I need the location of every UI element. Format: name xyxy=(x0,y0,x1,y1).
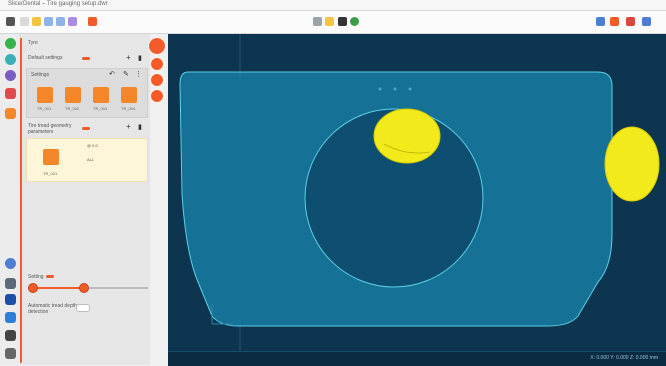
thumbnail-1-label: TR_001 xyxy=(37,106,52,111)
box-icon[interactable] xyxy=(44,17,53,26)
menu-icon[interactable] xyxy=(6,17,15,26)
thumbnail-2[interactable] xyxy=(65,87,81,103)
grid-icon[interactable] xyxy=(56,17,65,26)
slider-label: Setting xyxy=(28,274,44,280)
flag-icon[interactable] xyxy=(88,17,97,26)
viewport-3d[interactable] xyxy=(168,34,666,356)
thumbnail-1[interactable] xyxy=(37,87,53,103)
whatsapp-icon[interactable] xyxy=(5,38,16,49)
settings-section: Settings ↶ ✎ ⋮ TR_001 TR_002 TR_003 TR_0… xyxy=(26,68,148,118)
handle-dot-3 xyxy=(408,87,412,91)
selected-item-info2: ALL xyxy=(87,157,95,162)
coordinates-readout: X: 0.000 Y: 0.000 Z: 0.000 mm xyxy=(590,355,658,361)
viewport-scene xyxy=(179,34,660,356)
window-title: SlicerDental – Tire gauging setup.dwr xyxy=(8,1,108,7)
toggle-switch[interactable] xyxy=(76,304,90,312)
panel-action-button-1[interactable] xyxy=(148,37,166,55)
section-default-label: Default settings xyxy=(28,55,63,61)
selected-item-info1: @ 0.0 xyxy=(87,143,98,148)
gauge-marker-side xyxy=(604,126,660,202)
thumbnail-4[interactable] xyxy=(121,87,137,103)
maximize-icon[interactable] xyxy=(642,17,651,26)
selected-item-card[interactable]: TR_001 @ 0.0 ALL xyxy=(26,138,148,182)
pen-icon[interactable] xyxy=(5,108,16,119)
delete-parameter-icon[interactable]: ▮ xyxy=(138,124,142,131)
add-parameter-icon[interactable]: + xyxy=(126,122,131,131)
handle-dot-1 xyxy=(378,87,382,91)
settings-icon[interactable] xyxy=(596,17,605,26)
left-icon-bar xyxy=(0,34,21,365)
section-parameters-label: Tire tread geometry parameters xyxy=(28,123,72,135)
status-bar: X: 0.000 Y: 0.000 Z: 0.000 mm xyxy=(168,351,666,366)
chat-icon[interactable] xyxy=(5,54,16,65)
toggle-label: Automatic tread depth detection xyxy=(28,303,77,315)
handle-dot-2 xyxy=(393,87,397,91)
cross-icon[interactable] xyxy=(5,348,16,359)
panel-action-button-3[interactable] xyxy=(150,73,164,87)
delete-icon[interactable]: ▮ xyxy=(138,55,142,62)
settings-label: Settings xyxy=(31,72,50,78)
panel-action-button-2[interactable] xyxy=(150,57,164,71)
undo-icon[interactable]: ↶ xyxy=(109,71,115,78)
link-icon[interactable] xyxy=(5,312,16,323)
tire-rim-circle xyxy=(304,108,484,288)
add-icon[interactable]: + xyxy=(126,53,131,62)
section-default-pin xyxy=(82,57,90,60)
edit-icon[interactable] xyxy=(325,17,334,26)
thumbnail-2-label: TR_002 xyxy=(65,106,80,111)
thumbnail-3[interactable] xyxy=(93,87,109,103)
close-icon[interactable] xyxy=(626,17,635,26)
main-toolbar xyxy=(0,11,666,34)
selected-item-label: TR_001 xyxy=(43,171,58,176)
section-parameters-pin xyxy=(82,127,90,130)
tyre-panel: Tyre Default settings + ▮ Settings ↶ ✎ ⋮… xyxy=(22,34,150,365)
slider-label-pin xyxy=(46,275,54,278)
star-icon[interactable] xyxy=(32,17,41,26)
square-icon[interactable] xyxy=(5,294,16,305)
thumbnail-3-label: TR_003 xyxy=(93,106,108,111)
thumbnail-4-label: TR_004 xyxy=(121,106,136,111)
tool-icon[interactable] xyxy=(610,17,619,26)
globe-icon[interactable] xyxy=(350,17,359,26)
user-icon[interactable] xyxy=(5,70,16,81)
layers-icon[interactable] xyxy=(5,278,16,289)
active-indicator xyxy=(20,38,23,363)
gauge-marker-top-crease xyxy=(383,143,431,154)
message-icon[interactable] xyxy=(5,330,16,341)
slider-track[interactable] xyxy=(30,287,148,289)
more-icon[interactable]: ⋮ xyxy=(135,71,142,78)
panel-header: Tyre xyxy=(28,40,38,46)
list-icon[interactable] xyxy=(68,17,77,26)
title-bar: SlicerDental – Tire gauging setup.dwr xyxy=(0,0,666,11)
layout-icon[interactable] xyxy=(313,17,322,26)
play-icon[interactable] xyxy=(338,17,347,26)
globe-icon[interactable] xyxy=(5,258,16,269)
tools-icon[interactable] xyxy=(5,88,16,99)
slider-knob-start[interactable] xyxy=(28,283,38,293)
slider-fill xyxy=(30,287,83,289)
gauge-marker-top xyxy=(373,108,441,164)
panel-action-button-4[interactable] xyxy=(150,89,164,103)
slider-knob-end[interactable] xyxy=(79,283,89,293)
folder-icon[interactable] xyxy=(20,17,29,26)
selected-item-thumb xyxy=(43,149,59,165)
pencil-icon[interactable]: ✎ xyxy=(123,71,129,78)
